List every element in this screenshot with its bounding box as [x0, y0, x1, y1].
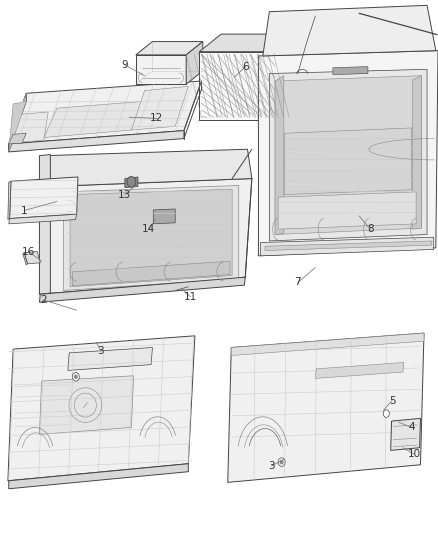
Polygon shape [8, 336, 195, 481]
Text: 9: 9 [121, 60, 128, 70]
Polygon shape [275, 76, 421, 235]
Polygon shape [153, 209, 175, 224]
Polygon shape [333, 67, 368, 75]
Polygon shape [9, 93, 26, 152]
FancyBboxPatch shape [95, 357, 107, 368]
Polygon shape [136, 55, 186, 84]
Polygon shape [9, 81, 201, 144]
Polygon shape [199, 34, 298, 52]
Circle shape [280, 460, 283, 464]
Polygon shape [46, 149, 252, 187]
Polygon shape [125, 177, 138, 188]
Polygon shape [68, 348, 152, 370]
Text: 2: 2 [40, 295, 47, 305]
Polygon shape [70, 189, 232, 287]
Polygon shape [9, 133, 26, 144]
Polygon shape [24, 252, 40, 264]
Polygon shape [10, 177, 78, 219]
Text: 3: 3 [97, 346, 104, 356]
Text: 7: 7 [294, 278, 301, 287]
FancyBboxPatch shape [126, 357, 138, 368]
Text: 4: 4 [408, 423, 415, 432]
Circle shape [127, 176, 136, 187]
Polygon shape [39, 155, 50, 294]
FancyBboxPatch shape [270, 71, 420, 78]
Text: 10: 10 [407, 449, 420, 459]
Polygon shape [39, 179, 252, 294]
Polygon shape [199, 102, 298, 120]
Polygon shape [64, 185, 239, 290]
Text: 5: 5 [389, 396, 396, 406]
Circle shape [278, 458, 285, 466]
Polygon shape [23, 253, 28, 265]
Polygon shape [9, 214, 77, 224]
Polygon shape [186, 42, 203, 84]
Circle shape [383, 410, 389, 417]
Circle shape [74, 375, 78, 379]
Polygon shape [258, 51, 438, 256]
Text: 12: 12 [150, 114, 163, 123]
Text: 6: 6 [242, 62, 249, 71]
Polygon shape [9, 131, 184, 152]
Text: 14: 14 [142, 224, 155, 234]
Polygon shape [391, 418, 420, 450]
Polygon shape [39, 376, 134, 434]
Polygon shape [199, 52, 276, 120]
Polygon shape [269, 69, 427, 241]
Polygon shape [263, 5, 436, 56]
Polygon shape [285, 128, 412, 195]
FancyBboxPatch shape [80, 357, 92, 368]
Polygon shape [8, 181, 11, 220]
Polygon shape [72, 261, 230, 286]
Polygon shape [136, 42, 203, 55]
Polygon shape [278, 192, 416, 229]
Text: 8: 8 [367, 224, 374, 234]
Polygon shape [13, 112, 48, 143]
Text: 1: 1 [21, 206, 28, 215]
Polygon shape [131, 86, 188, 130]
Text: 16: 16 [22, 247, 35, 256]
Polygon shape [261, 237, 434, 256]
Polygon shape [228, 333, 424, 482]
Text: 13: 13 [118, 190, 131, 199]
Polygon shape [413, 76, 421, 229]
Polygon shape [276, 34, 298, 120]
Polygon shape [275, 76, 284, 235]
Polygon shape [265, 241, 431, 251]
Text: 11: 11 [184, 292, 197, 302]
Circle shape [72, 373, 79, 381]
Text: 3: 3 [268, 461, 275, 471]
Polygon shape [231, 333, 424, 356]
Polygon shape [44, 101, 145, 138]
Polygon shape [9, 101, 26, 152]
Polygon shape [315, 362, 404, 378]
Polygon shape [9, 464, 188, 489]
Polygon shape [39, 277, 245, 302]
FancyBboxPatch shape [111, 357, 122, 368]
